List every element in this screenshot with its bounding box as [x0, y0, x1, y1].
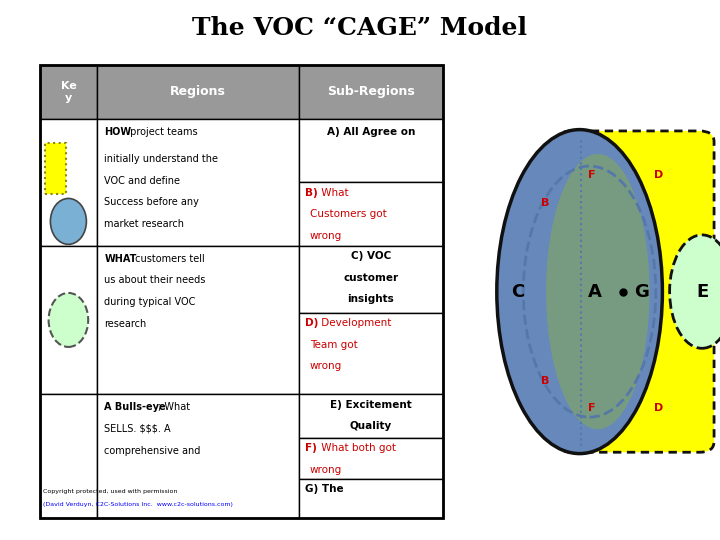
- Ellipse shape: [670, 235, 720, 348]
- Text: Sub-Regions: Sub-Regions: [327, 85, 415, 98]
- Text: A Bulls-eye: A Bulls-eye: [104, 402, 166, 413]
- Bar: [40, 65, 443, 518]
- Text: us about their needs: us about their needs: [104, 275, 206, 286]
- Bar: [299, 246, 443, 313]
- Bar: [299, 394, 443, 437]
- Ellipse shape: [546, 154, 649, 429]
- Text: ; What: ; What: [158, 402, 190, 413]
- Bar: [299, 119, 443, 182]
- Text: Development: Development: [318, 318, 391, 328]
- Text: The VOC “CAGE” Model: The VOC “CAGE” Model: [192, 16, 528, 40]
- Text: D: D: [654, 403, 663, 413]
- Text: F: F: [588, 403, 595, 413]
- Text: Team got: Team got: [310, 340, 357, 349]
- Bar: [299, 437, 443, 478]
- Text: C: C: [511, 282, 524, 301]
- Text: (David Verduyn, C2C-Solutions Inc.  www.c2c-solutions.com): (David Verduyn, C2C-Solutions Inc. www.c…: [43, 502, 233, 507]
- Text: Success before any: Success before any: [104, 197, 199, 207]
- Text: Copyright protected, used with permission: Copyright protected, used with permissio…: [43, 489, 178, 494]
- Text: initially understand the: initially understand the: [104, 154, 218, 164]
- Text: insights: insights: [348, 294, 394, 305]
- Bar: [97, 65, 299, 119]
- Text: Regions: Regions: [170, 85, 226, 98]
- Text: research: research: [104, 319, 147, 329]
- Bar: [299, 313, 443, 394]
- Text: B): B): [305, 187, 318, 198]
- Ellipse shape: [49, 293, 89, 347]
- Text: HOW: HOW: [104, 127, 132, 137]
- Bar: [97, 119, 299, 246]
- Text: A: A: [588, 282, 601, 301]
- Text: B: B: [541, 376, 549, 386]
- Text: E: E: [696, 282, 708, 301]
- Text: C) VOC: C) VOC: [351, 251, 391, 261]
- Text: G: G: [634, 282, 649, 301]
- Text: wrong: wrong: [310, 361, 342, 371]
- Bar: [40, 246, 97, 394]
- Text: market research: market research: [104, 219, 184, 229]
- Text: during typical VOC: during typical VOC: [104, 297, 196, 307]
- Text: G) The: G) The: [305, 484, 343, 494]
- Text: B: B: [541, 198, 549, 207]
- Ellipse shape: [497, 130, 662, 454]
- Bar: [299, 478, 443, 518]
- Text: VOC and define: VOC and define: [104, 176, 181, 186]
- Text: SELLS. $$$. A: SELLS. $$$. A: [104, 424, 171, 434]
- Text: customer: customer: [343, 273, 398, 283]
- Text: A) All Agree on: A) All Agree on: [327, 127, 415, 137]
- Text: F): F): [305, 443, 316, 453]
- Text: WHAT: WHAT: [104, 254, 137, 264]
- Text: Quality: Quality: [350, 421, 392, 431]
- Text: What: What: [318, 187, 348, 198]
- Bar: [40, 394, 97, 518]
- Text: wrong: wrong: [310, 464, 342, 475]
- Bar: [40, 65, 97, 119]
- Text: comprehensive and: comprehensive and: [104, 446, 201, 456]
- Bar: [97, 246, 299, 394]
- Text: Ke
y: Ke y: [60, 81, 76, 103]
- Bar: [299, 65, 443, 119]
- Bar: [40, 119, 97, 246]
- Text: D: D: [654, 170, 663, 180]
- Text: What both got: What both got: [318, 443, 395, 453]
- FancyBboxPatch shape: [45, 143, 66, 194]
- FancyBboxPatch shape: [557, 131, 714, 453]
- Text: F: F: [588, 170, 595, 180]
- Ellipse shape: [50, 198, 86, 244]
- Text: E) Excitement: E) Excitement: [330, 400, 412, 410]
- Text: project teams: project teams: [127, 127, 198, 137]
- Bar: [299, 182, 443, 246]
- Bar: [97, 394, 299, 518]
- Text: D): D): [305, 318, 318, 328]
- Text: wrong: wrong: [310, 231, 342, 241]
- Text: customers tell: customers tell: [132, 254, 204, 264]
- Text: Customers got: Customers got: [310, 209, 387, 219]
